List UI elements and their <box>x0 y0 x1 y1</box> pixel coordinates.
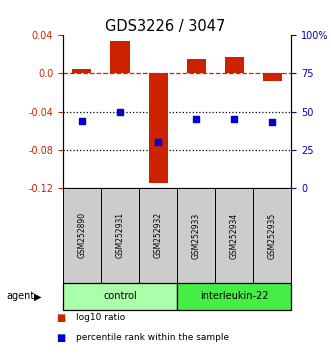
Text: GSM252932: GSM252932 <box>154 212 163 258</box>
Text: GSM252931: GSM252931 <box>116 212 124 258</box>
Point <box>79 118 85 124</box>
Point <box>156 139 161 145</box>
Bar <box>225 57 244 73</box>
Point <box>117 109 122 114</box>
Text: ▶: ▶ <box>34 291 42 302</box>
Text: GSM252890: GSM252890 <box>77 212 86 258</box>
Bar <box>263 73 282 81</box>
Text: GSM252933: GSM252933 <box>192 212 201 258</box>
Text: GSM252935: GSM252935 <box>268 212 277 258</box>
Text: percentile rank within the sample: percentile rank within the sample <box>76 333 229 342</box>
Bar <box>187 59 206 73</box>
Point <box>232 116 237 122</box>
Text: ■: ■ <box>56 333 66 343</box>
Point <box>269 119 275 125</box>
Text: ■: ■ <box>56 313 66 323</box>
Text: agent: agent <box>7 291 35 302</box>
Bar <box>149 73 167 183</box>
Text: log10 ratio: log10 ratio <box>76 313 125 322</box>
Text: control: control <box>103 291 137 302</box>
Point <box>193 116 199 122</box>
Bar <box>111 41 129 73</box>
Text: GDS3226 / 3047: GDS3226 / 3047 <box>105 19 226 34</box>
Text: GSM252934: GSM252934 <box>230 212 239 258</box>
Bar <box>72 69 91 73</box>
Text: interleukin-22: interleukin-22 <box>200 291 268 302</box>
